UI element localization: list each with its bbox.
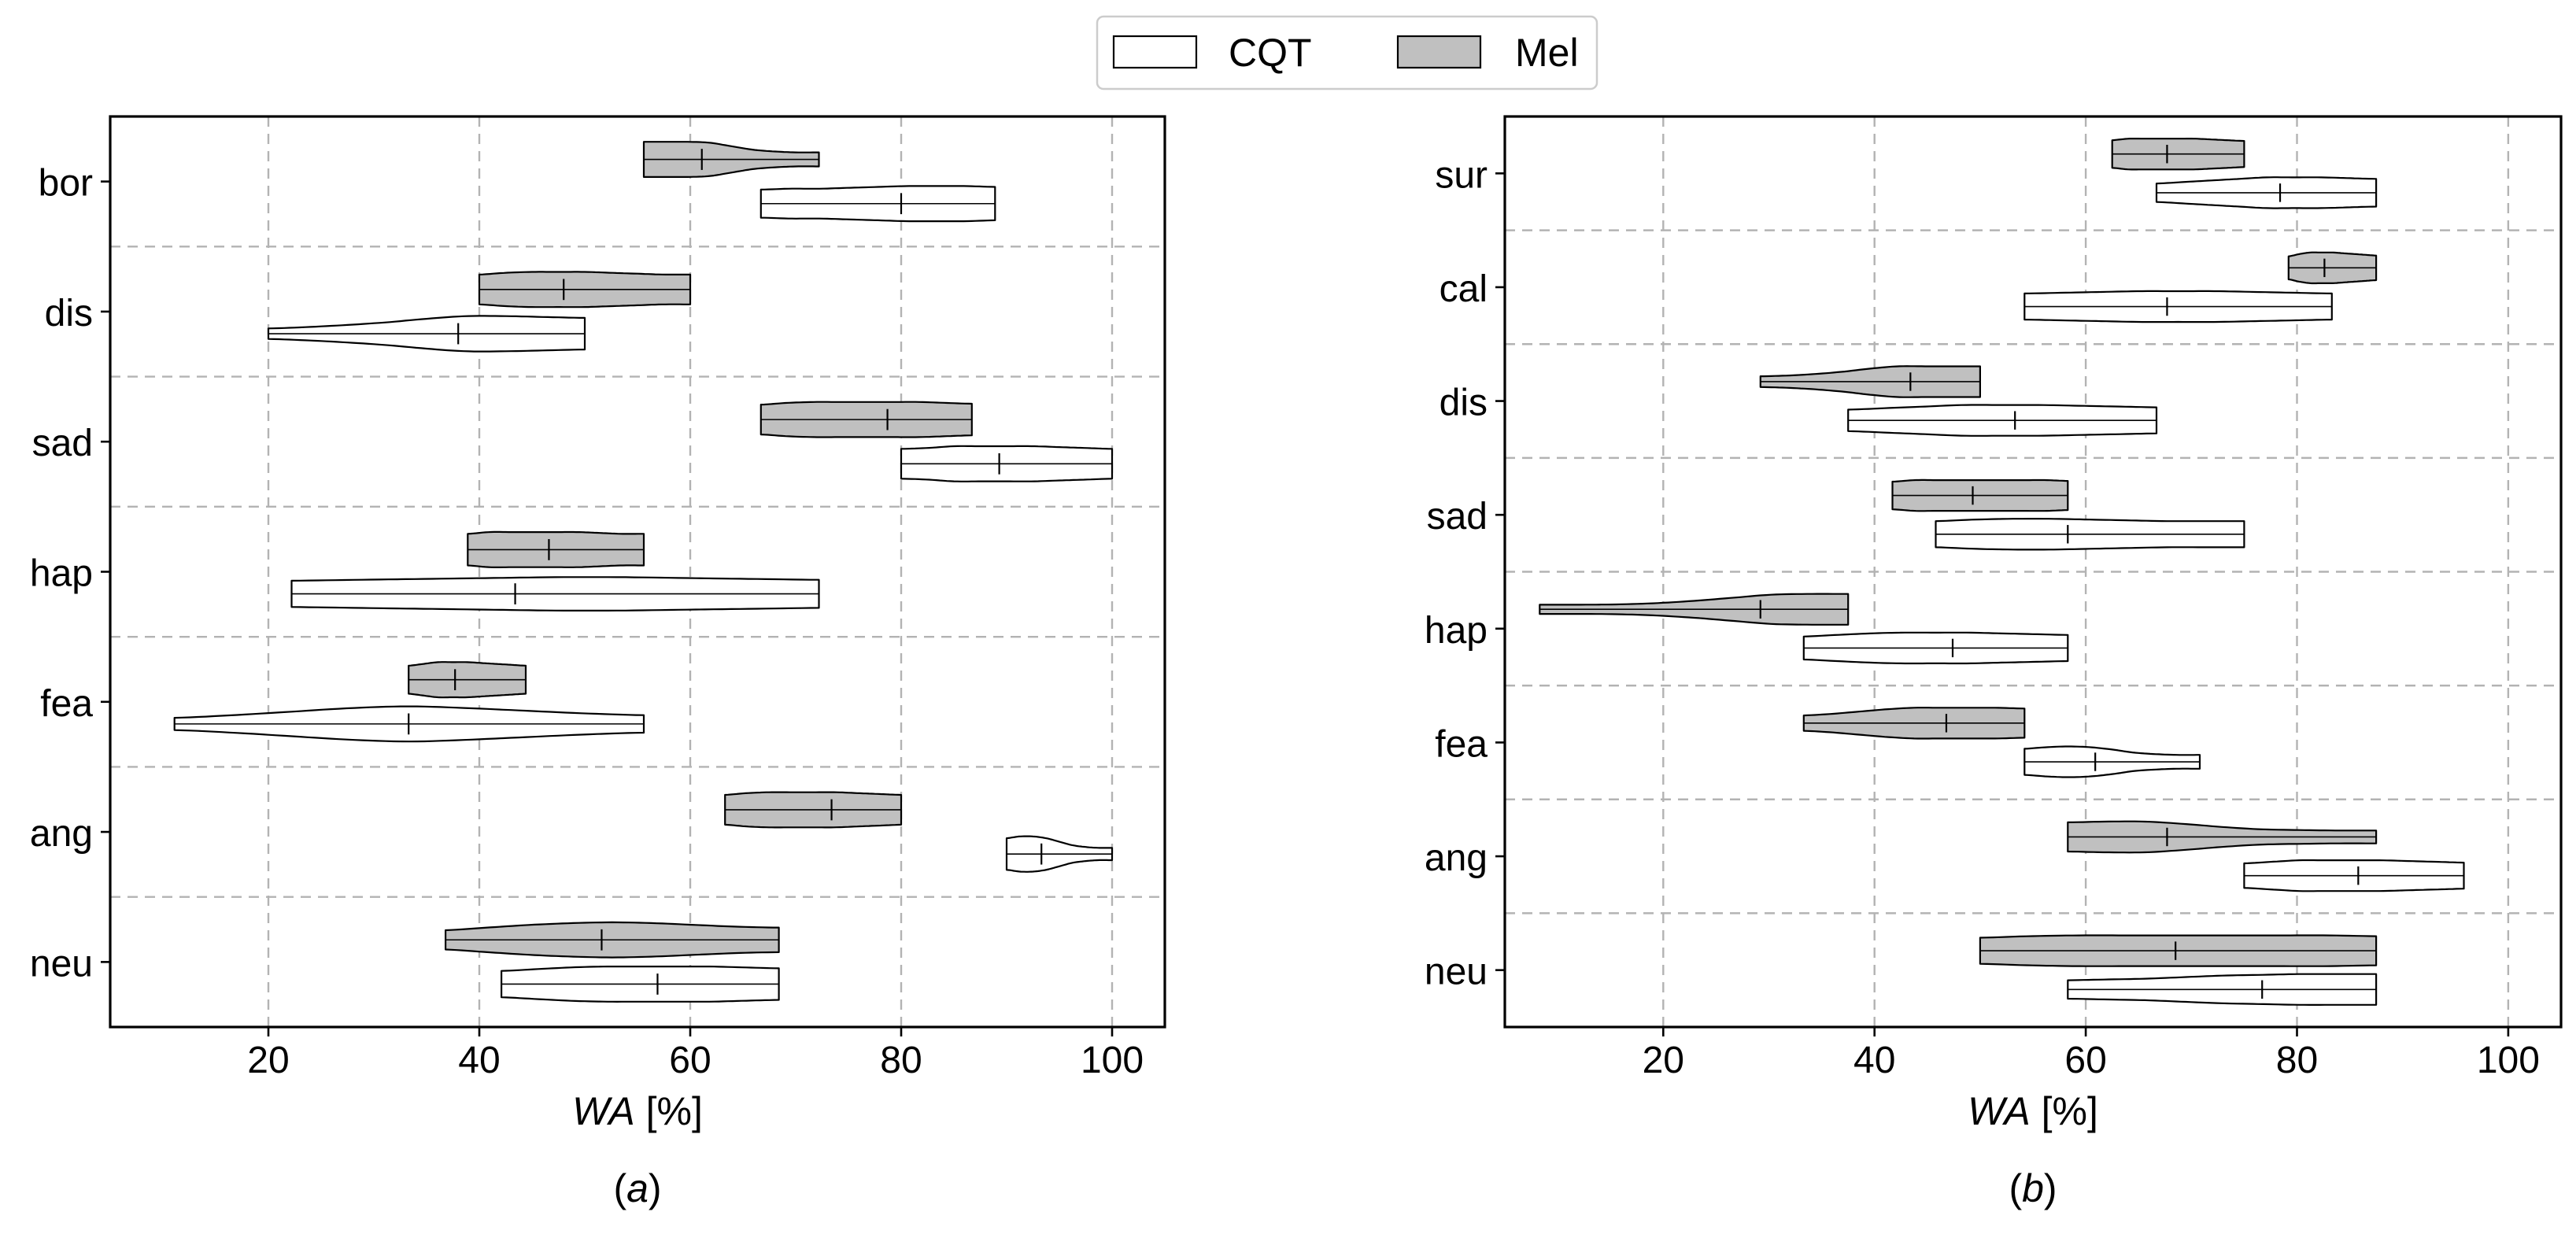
violin-group-cqt-cal xyxy=(2023,290,2333,323)
violin-group-mel-sad xyxy=(1891,478,2069,512)
violin-group-cqt-hap xyxy=(290,576,820,611)
violin-group-cqt-dis xyxy=(267,315,586,353)
panel-b: 20 40 60 80 100 sur cal dis sad hap fea ang neu WA [%… xyxy=(1425,115,2563,1210)
axes-frame xyxy=(1503,115,2563,1029)
x-tick-label: 60 xyxy=(669,1040,711,1081)
violin-group-cqt-dis xyxy=(1847,404,2158,437)
violin-group-cqt-bor xyxy=(759,185,996,223)
violin-group-cqt-neu xyxy=(2067,973,2378,1006)
x-axis-label: WA [%] xyxy=(1968,1089,2098,1133)
x-tick-label: 20 xyxy=(247,1040,289,1081)
x-tick-label: 60 xyxy=(2064,1040,2106,1081)
violin-group-cqt-ang xyxy=(1005,835,1114,873)
y-tick-label-sad: sad xyxy=(1427,496,1488,538)
panel-label: (a) xyxy=(613,1166,661,1210)
panel-label: (b) xyxy=(2009,1166,2057,1210)
y-tick-label-neu: neu xyxy=(1425,951,1488,993)
legend: CQT Mel xyxy=(1096,15,1598,91)
violin-group-mel-neu xyxy=(445,921,780,959)
y-tick-label-dis: dis xyxy=(45,293,93,334)
violin-group-mel-sur xyxy=(2111,138,2245,171)
violin-group-mel-ang xyxy=(2067,820,2378,854)
y-tick-label-fea: fea xyxy=(40,683,93,725)
x-tick-label: 40 xyxy=(1853,1040,1895,1081)
violin-group-cqt-fea xyxy=(173,705,645,743)
violin-group-mel-dis xyxy=(1759,365,1981,398)
legend-patch-cqt xyxy=(1112,35,1198,69)
violin-group-cqt-sad xyxy=(900,445,1114,482)
x-tick-label: 100 xyxy=(2477,1040,2540,1081)
violin-group-mel-fea xyxy=(408,661,527,699)
y-tick-label-hap: hap xyxy=(1425,610,1488,652)
violin-group-cqt-hap xyxy=(1802,631,2069,665)
violin-group-mel-hap xyxy=(1539,593,1850,626)
y-tick-label-ang: ang xyxy=(1425,837,1488,879)
y-tick-label-sur: sur xyxy=(1435,154,1488,196)
violin-group-mel-cal xyxy=(2287,251,2378,285)
x-tick-label: 80 xyxy=(2276,1040,2318,1081)
violin-group-mel-neu xyxy=(1979,934,2378,967)
legend-label-cqt: CQT xyxy=(1229,31,1312,75)
violin-group-mel-ang xyxy=(724,791,903,829)
x-tick-label: 100 xyxy=(1081,1040,1144,1081)
x-axis-label: WA [%] xyxy=(572,1089,703,1133)
legend-frame xyxy=(1096,15,1598,91)
y-tick-label-neu: neu xyxy=(30,943,93,985)
violin-group-mel-fea xyxy=(1802,707,2026,740)
x-tick-label: 40 xyxy=(458,1040,500,1081)
violin-group-cqt-neu xyxy=(501,966,780,1003)
y-tick-label-sad: sad xyxy=(32,423,93,464)
legend-patch-mel xyxy=(1396,35,1482,69)
violin-group-cqt-fea xyxy=(2023,745,2201,778)
x-tick-label: 20 xyxy=(1643,1040,1684,1081)
grid xyxy=(1505,116,2561,1027)
grid xyxy=(110,116,1165,1027)
y-tick-label-fea: fea xyxy=(1435,723,1488,765)
violin-group-mel-hap xyxy=(467,530,645,568)
violin-group-mel-dis xyxy=(478,271,692,308)
violin-group-cqt-sur xyxy=(2155,176,2378,209)
y-tick-label-cal: cal xyxy=(1440,268,1488,310)
panel-a: 20 40 60 80 100 bor dis sad hap fea ang neu WA [%] (a… xyxy=(30,115,1166,1210)
violin-group-cqt-sad xyxy=(1935,518,2245,551)
violin-group-mel-bor xyxy=(642,141,820,178)
y-tick-label-bor: bor xyxy=(39,163,93,205)
y-tick-label-dis: dis xyxy=(1440,382,1488,424)
violin-group-mel-sad xyxy=(759,401,973,438)
x-tick-label: 80 xyxy=(880,1040,922,1081)
y-tick-label-ang: ang xyxy=(30,813,93,855)
violin-group-cqt-ang xyxy=(2243,859,2465,892)
legend-label-mel: Mel xyxy=(1515,31,1579,75)
y-tick-label-hap: hap xyxy=(30,553,93,595)
